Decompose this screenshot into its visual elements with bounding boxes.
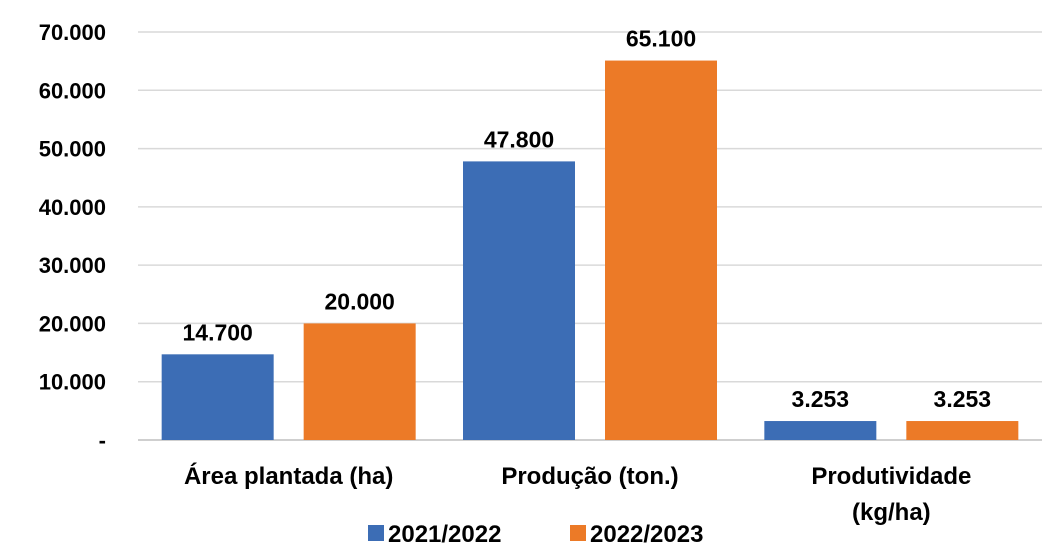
y-tick-label: 30.000 [39, 253, 106, 278]
x-category-label: Produtividade [811, 463, 971, 490]
bar-1-2 [463, 161, 575, 440]
data-labels: 14.700 20.000 47.800 65.100 3.253 3.253 [182, 26, 991, 412]
y-tick-label: 60.000 [39, 78, 106, 103]
legend-label: 2022/2023 [590, 521, 703, 548]
data-label: 3.253 [934, 386, 992, 412]
legend-swatch [368, 525, 384, 541]
bar-1-1 [161, 354, 274, 440]
x-category-label: (kg/ha) [852, 499, 931, 526]
bar-1-3 [764, 421, 877, 440]
y-axis: - 10.000 20.000 30.000 40.000 50.000 60.000 70.… [39, 20, 106, 453]
y-tick-label: 50.000 [39, 137, 106, 162]
bar-2-1 [303, 323, 416, 440]
data-label: 3.253 [792, 386, 850, 412]
y-tick-label: 70.000 [39, 20, 106, 45]
legend-label: 2021/2022 [388, 521, 501, 548]
bar-2-2 [605, 60, 717, 441]
data-label: 20.000 [324, 288, 394, 314]
bars [161, 60, 1019, 441]
gridlines [138, 31, 1042, 441]
legend: 2021/2022 2022/2023 [368, 521, 703, 548]
data-label: 65.100 [626, 26, 696, 52]
legend-swatch [570, 525, 586, 541]
y-tick-label: - [99, 428, 106, 453]
bar-2-3 [906, 421, 1019, 440]
x-category-label: Área plantada (ha) [184, 462, 393, 490]
x-category-label: Produção (ton.) [501, 463, 678, 490]
y-tick-label: 40.000 [39, 195, 106, 220]
x-axis: Área plantada (ha) Produção (ton.) Produti… [184, 462, 971, 526]
y-tick-label: 10.000 [39, 370, 106, 395]
data-label: 47.800 [484, 126, 554, 152]
data-label: 14.700 [182, 319, 252, 345]
y-tick-label: 20.000 [39, 311, 106, 336]
